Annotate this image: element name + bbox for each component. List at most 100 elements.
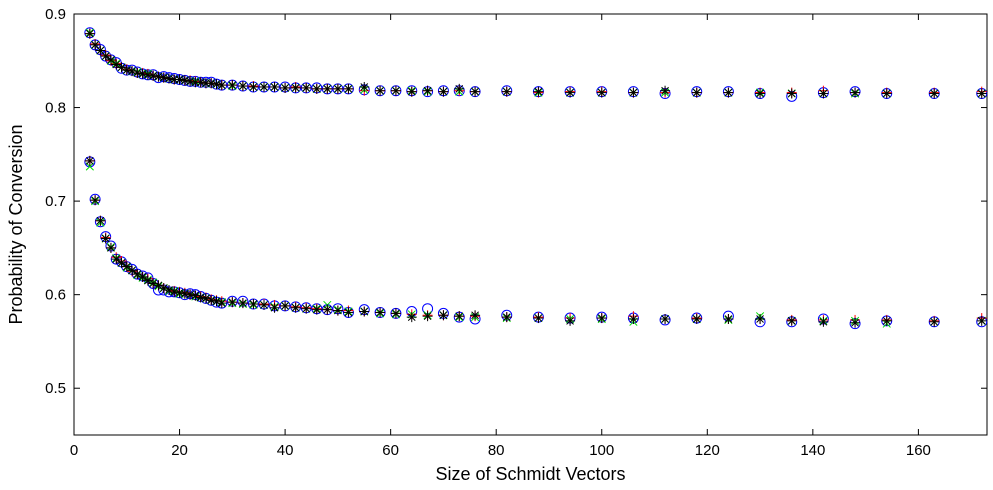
data-point-star [163, 73, 174, 84]
data-point-star [322, 83, 333, 94]
data-point-star [375, 85, 386, 96]
data-point-star [311, 304, 322, 315]
data-point-star [390, 308, 401, 319]
data-point-star [850, 87, 861, 98]
data-point-star [237, 81, 248, 92]
data-point-star [206, 295, 217, 306]
data-point-star [248, 299, 259, 310]
data-point-star [142, 69, 153, 80]
data-point-star [90, 195, 101, 206]
data-point-star [929, 88, 940, 99]
data-point-star [359, 81, 370, 92]
data-point-star [269, 81, 280, 92]
data-point-star [116, 257, 127, 268]
data-point-star [132, 67, 143, 78]
data-point-star [454, 311, 465, 322]
data-point-star [269, 302, 280, 313]
data-point-star [301, 82, 312, 93]
data-point-star [174, 74, 185, 85]
data-point-star [818, 88, 829, 99]
data-point-star [185, 289, 196, 300]
data-point-star [454, 83, 465, 94]
data-point-star [976, 88, 987, 99]
data-point-star [290, 302, 301, 313]
data-point-star [195, 77, 206, 88]
data-point-star [343, 83, 354, 94]
data-point-star [84, 155, 95, 166]
x-tick-label: 100 [589, 442, 614, 459]
data-point-star [179, 75, 190, 86]
data-point-star [818, 316, 829, 327]
data-point-star [132, 269, 143, 280]
data-point-star [137, 271, 148, 282]
data-point-star [422, 85, 433, 96]
data-point-star [691, 87, 702, 98]
data-point-star [280, 82, 291, 93]
data-point-star [628, 87, 639, 98]
data-points [84, 27, 988, 330]
y-axis-label: Probability of Conversion [6, 124, 26, 324]
data-point-star [158, 72, 169, 83]
data-point-star [153, 280, 164, 291]
x-tick-label: 40 [277, 442, 294, 459]
data-point-star [174, 287, 185, 298]
data-point-star [850, 317, 861, 328]
data-point-star [137, 68, 148, 79]
data-point-star [755, 88, 766, 99]
data-point-star [116, 62, 127, 73]
data-point-star [470, 86, 481, 97]
axis-ticks: 0 20 40 60 80 100 120 140 160 0.5 0.6 0.7 0.8 0.9 [45, 6, 987, 459]
data-point-star [786, 88, 797, 99]
data-point-star [881, 315, 892, 326]
data-point-star [211, 79, 222, 90]
data-point-star [95, 45, 106, 56]
data-point-star [227, 297, 238, 308]
data-point-star [755, 313, 766, 324]
data-point-star [390, 85, 401, 96]
x-tick-label: 20 [171, 442, 188, 459]
data-point-star [100, 233, 111, 244]
data-point-star [723, 313, 734, 324]
data-point-star [185, 76, 196, 87]
data-point-star [691, 313, 702, 324]
data-point-star [596, 87, 607, 98]
data-point-star [470, 310, 481, 321]
data-point-star [359, 306, 370, 317]
data-point-star [660, 313, 671, 324]
data-point-star [216, 80, 227, 91]
data-point-star [227, 80, 238, 91]
data-point-star [248, 81, 259, 92]
x-axis-label: Size of Schmidt Vectors [435, 464, 625, 484]
data-point-star [628, 313, 639, 324]
data-point-star [258, 299, 269, 310]
data-point-star [258, 81, 269, 92]
data-point-star [533, 86, 544, 97]
data-point-star [422, 311, 433, 322]
data-point-star [723, 87, 734, 98]
data-point-star [121, 261, 132, 272]
data-point-star [148, 70, 159, 81]
data-point-star [111, 254, 122, 265]
data-point-star [332, 305, 343, 316]
x-tick-label: 140 [800, 442, 825, 459]
x-tick-label: 0 [70, 442, 78, 459]
y-tick-label: 0.9 [45, 6, 66, 23]
x-tick-label: 80 [488, 442, 505, 459]
data-point-star [881, 88, 892, 99]
x-tick-label: 160 [906, 442, 931, 459]
data-point-star [565, 87, 576, 98]
data-point-star [501, 312, 512, 323]
data-point-star [169, 286, 180, 297]
data-point-star [105, 242, 116, 253]
data-point-star [216, 298, 227, 309]
data-point-star [163, 284, 174, 295]
y-tick-label: 0.7 [45, 193, 66, 210]
data-point-star [290, 82, 301, 93]
y-tick-label: 0.5 [45, 380, 66, 397]
data-point-star [153, 71, 164, 82]
data-point-star [501, 86, 512, 97]
data-point-star [206, 78, 217, 89]
data-point-star [111, 59, 122, 70]
data-point-star [100, 51, 111, 62]
